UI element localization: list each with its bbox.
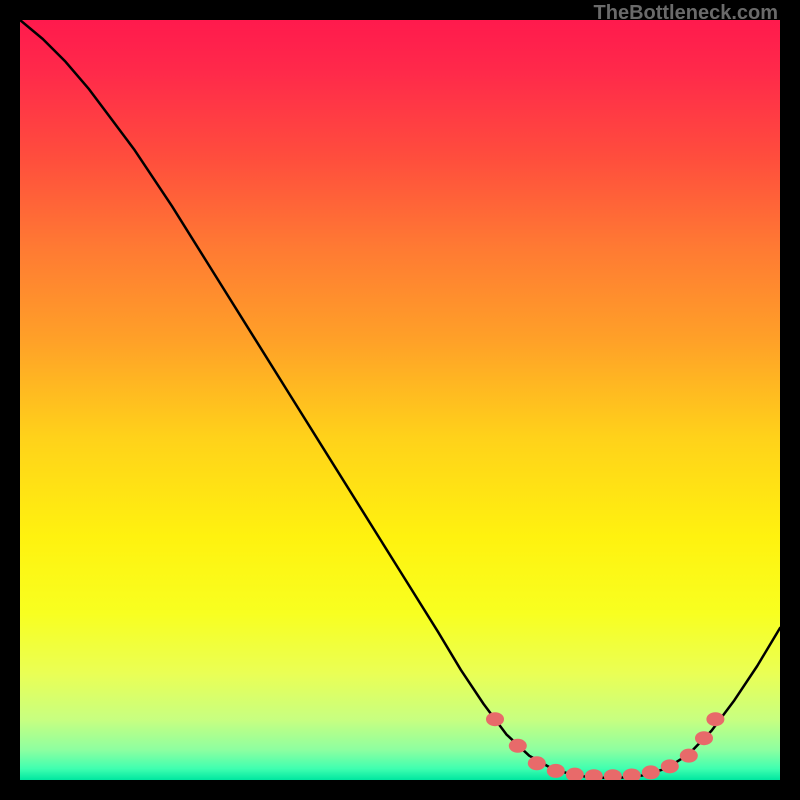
bottleneck-curve [20,20,780,778]
curve-marker [623,768,641,780]
watermark-text: TheBottleneck.com [594,2,778,25]
curve-layer [20,20,780,780]
markers-group [486,712,724,780]
curve-marker [528,756,546,770]
curve-marker [509,739,527,753]
curve-marker [680,749,698,763]
curve-marker [547,764,565,778]
curve-marker [486,712,504,726]
curve-marker [585,769,603,780]
plot-area [20,20,780,780]
curve-marker [566,768,584,780]
curve-marker [642,765,660,779]
curve-marker [706,712,724,726]
chart-frame: TheBottleneck.com [0,0,800,800]
curve-marker [604,769,622,780]
curve-marker [661,759,679,773]
curve-marker [695,731,713,745]
